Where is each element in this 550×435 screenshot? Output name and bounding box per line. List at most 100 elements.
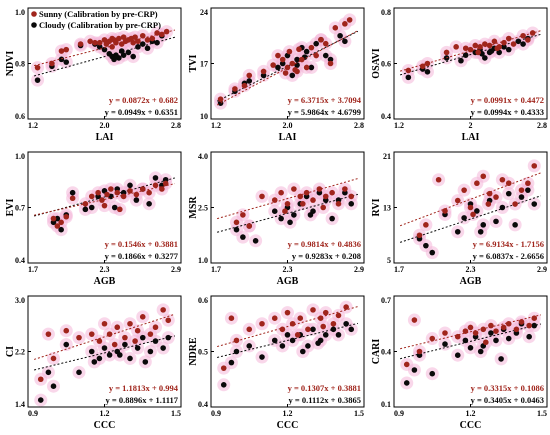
sunny-point — [113, 39, 119, 46]
cloudy-point — [275, 64, 281, 71]
sunny-point — [303, 64, 310, 71]
cloudy-point — [69, 189, 76, 196]
x-tick-label: 2.8 — [171, 121, 181, 130]
sunny-point — [296, 46, 302, 53]
cloudy-point — [477, 348, 484, 355]
sunny-point — [443, 49, 450, 56]
cloudy-point — [96, 355, 103, 362]
sunny-point — [139, 314, 146, 320]
x-tick-label: 2.8 — [537, 121, 547, 130]
y-tick-label: 2.2 — [15, 348, 25, 357]
sunny-point — [289, 60, 296, 67]
cloudy-point — [122, 341, 128, 348]
cloudy-point — [76, 369, 82, 376]
cloudy-point — [289, 337, 296, 344]
cloudy-point — [429, 370, 436, 377]
cloudy-point — [496, 49, 502, 56]
sunny-point — [318, 36, 324, 43]
cloudy-point — [246, 78, 253, 84]
x-tick-label: 1.7 — [28, 265, 38, 274]
cloudy-equation: y = 0.1866x + 0.3277 — [105, 251, 179, 261]
sunny-point — [320, 204, 327, 211]
sunny-point — [442, 330, 448, 336]
sunny-point — [505, 35, 512, 42]
sunny-point — [313, 52, 319, 59]
sunny-point — [228, 315, 235, 322]
sunny-equation: y = 0.1546x + 0.3881 — [105, 239, 178, 249]
cloudy-point — [120, 52, 127, 58]
x-tick-label: 2.0 — [283, 121, 293, 130]
sunny-point — [163, 28, 170, 35]
sunny-point — [69, 195, 76, 202]
sunny-point — [531, 315, 538, 322]
cloudy-point — [454, 228, 461, 235]
sunny-point — [104, 191, 110, 198]
cloudy-point — [259, 354, 265, 360]
sunny-point — [109, 44, 115, 50]
sunny-point — [132, 34, 138, 40]
sunny-equation: y = 1.1813x + 0.994 — [109, 383, 179, 393]
cloudy-point — [160, 345, 166, 351]
cloudy-point — [252, 238, 259, 244]
cloudy-point — [493, 337, 499, 344]
sunny-point — [37, 376, 44, 383]
legend: Sunny (Calibration by pre-CRP)Cloudy (Ca… — [31, 9, 161, 30]
sunny-point — [346, 17, 353, 23]
sunny-point — [308, 44, 315, 51]
sunny-point — [330, 320, 337, 327]
sunny-point — [58, 48, 65, 54]
cloudy-equation: y = 0.0994x + 0.4333 — [471, 107, 544, 117]
sunny-trendline — [33, 313, 176, 360]
sunny-point — [310, 307, 316, 313]
x-tick-label: 1.2 — [466, 409, 476, 418]
cloudy-trendline — [399, 195, 542, 243]
sunny-trendline — [400, 314, 541, 350]
scatter-panel-osavi: 1.2 2 2.8 0.4 0.6 0.8 LAI OSAVI y = 0.0991x + 0.… — [371, 7, 548, 143]
cloudy-trendline — [34, 335, 175, 371]
sunny-trendline — [216, 306, 359, 348]
sunny-point — [50, 355, 57, 362]
cloudy-point — [315, 340, 321, 346]
sunny-point — [58, 219, 64, 226]
sunny-point — [520, 32, 526, 39]
cloudy-point — [424, 69, 431, 75]
sunny-point — [416, 348, 423, 355]
sunny-point — [472, 42, 479, 49]
sunny-point — [63, 327, 70, 334]
sunny-point — [335, 312, 342, 319]
y-axis-label: CARI — [371, 339, 382, 365]
sunny-point — [493, 328, 499, 334]
cloudy-point — [313, 40, 319, 47]
sunny-point — [160, 307, 166, 313]
cloudy-point — [499, 204, 506, 211]
cloudy-point — [34, 77, 41, 83]
cloudy-point — [429, 249, 436, 256]
cloudy-point — [278, 215, 284, 222]
cloudy-point — [58, 226, 64, 233]
x-tick-label: 2.3 — [466, 265, 476, 274]
sunny-point — [282, 208, 288, 214]
cloudy-trendline — [217, 322, 358, 358]
cloudy-point — [228, 359, 235, 366]
x-tick-label: 2.8 — [354, 121, 364, 130]
cloudy-point — [343, 320, 349, 327]
x-tick-label: 2.3 — [283, 265, 293, 274]
y-axis-label: MSR — [188, 196, 199, 219]
sunny-point — [271, 315, 278, 322]
x-tick-label: 1.2 — [283, 409, 293, 418]
cloudy-point — [531, 201, 538, 207]
sunny-point — [470, 211, 476, 218]
cloudy-point — [423, 242, 429, 249]
y-tick-label: 1.0 — [15, 152, 25, 161]
sunny-point — [435, 176, 442, 183]
cloudy-point — [50, 383, 57, 389]
sunny-point — [329, 189, 335, 196]
cloudy-point — [403, 380, 410, 386]
cloudy-point — [493, 218, 499, 225]
sunny-point — [512, 201, 518, 207]
sunny-point — [88, 193, 95, 200]
sunny-point — [320, 323, 327, 330]
sunny-point — [482, 41, 488, 47]
y-tick-label: 0.4 — [198, 400, 208, 409]
sunny-point — [152, 324, 159, 331]
